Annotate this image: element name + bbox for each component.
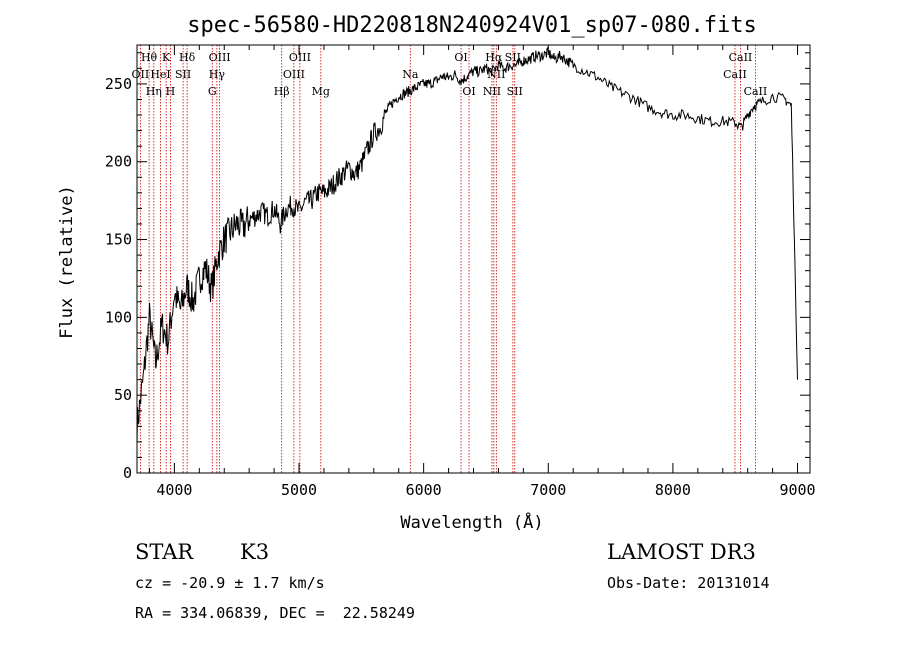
- coordinates: RA = 334.06839, DEC = 22.58249: [135, 604, 415, 622]
- x-tick-label: 8000: [655, 481, 691, 499]
- line-marker-label-18: Hα: [485, 51, 503, 64]
- spectrum-line: [136, 46, 798, 444]
- y-tick-label: 50: [114, 386, 132, 404]
- line-marker-label-20: NII: [487, 68, 505, 81]
- x-axis-ticks: 4000 5000 6000 7000 8000 9000: [148, 45, 816, 499]
- y-axis-ticks: 0 50 100 150 200 250: [105, 52, 810, 482]
- x-axis-label: Wavelength (Å): [400, 511, 543, 533]
- x-tick-label: 6000: [406, 481, 442, 499]
- line-marker-label-12: OIII: [289, 51, 311, 64]
- y-tick-label: 150: [105, 231, 132, 249]
- survey-name: LAMOST DR3: [607, 540, 756, 564]
- x-tick-label: 5000: [281, 481, 317, 499]
- line-marker-label-4: HeI: [150, 68, 170, 81]
- line-marker-label-21: NII: [483, 85, 501, 98]
- line-marker-label-22: SII: [507, 85, 523, 98]
- line-marker-label-25: CaII: [744, 85, 768, 98]
- line-marker-label-7: Hδ: [179, 51, 196, 64]
- y-tick-label: 250: [105, 75, 132, 93]
- line-marker-label-0: Hθ: [141, 51, 158, 64]
- line-marker-label-2: Hη: [146, 85, 162, 98]
- line-marker-label-14: Mg: [312, 85, 330, 98]
- line-marker-label-10: G: [208, 85, 217, 98]
- chart-title: spec-56580-HD220818N240924V01_sp07-080.f…: [187, 13, 757, 38]
- object-subclass: K3: [240, 540, 270, 564]
- y-tick-label: 0: [123, 464, 132, 482]
- line-marker-label-3: K: [162, 51, 171, 64]
- emission-line-markers: [139, 45, 756, 473]
- plot-frame: [136, 44, 811, 474]
- line-marker-label-24: CaII: [723, 68, 747, 81]
- line-marker-label-13: OIII: [283, 68, 305, 81]
- line-marker-label-8: OIII: [209, 51, 231, 64]
- y-axis-label: Flux (relative): [57, 185, 77, 339]
- line-marker-label-17: OI: [462, 85, 475, 98]
- redshift-text: cz = -20.9 ± 1.7 km/s: [135, 574, 325, 592]
- line-marker-label-1: OII: [132, 68, 150, 81]
- y-tick-label: 100: [105, 308, 132, 326]
- x-tick-label: 4000: [156, 481, 192, 499]
- line-marker-label-6: SII: [175, 68, 191, 81]
- emission-line-labels: Hθ OII Hη K HeI H SII Hδ OIII Hγ G Hβ OIII OIII Mg Na OI…: [132, 51, 768, 98]
- x-tick-label: 9000: [779, 481, 815, 499]
- line-marker-label-23: CaII: [729, 51, 753, 64]
- x-tick-label: 7000: [530, 481, 566, 499]
- line-marker-label-15: Na: [402, 68, 419, 81]
- y-tick-label: 200: [105, 153, 132, 171]
- object-class: STAR: [135, 540, 194, 564]
- line-marker-label-5: H: [166, 85, 176, 98]
- obs-date: Obs-Date: 20131014: [607, 574, 770, 592]
- line-marker-label-9: Hγ: [209, 68, 226, 81]
- line-marker-label-11: Hβ: [274, 85, 290, 98]
- line-marker-label-16: OI: [454, 51, 467, 64]
